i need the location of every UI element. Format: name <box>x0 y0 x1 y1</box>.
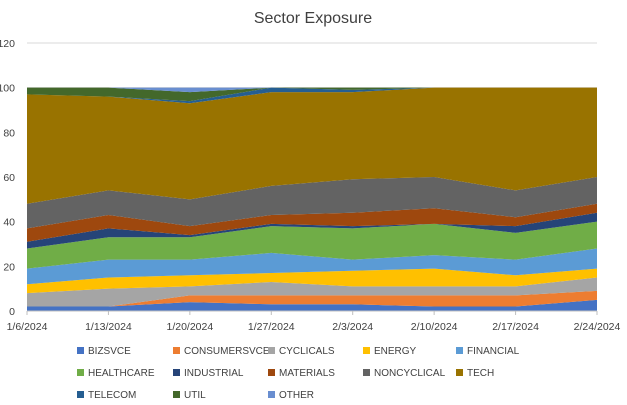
legend-label: MATERIALS <box>279 368 335 379</box>
y-tick-label: 60 <box>3 172 15 184</box>
legend-item-financial: FINANCIAL <box>456 346 520 357</box>
y-tick-label: 40 <box>3 217 15 229</box>
legend-label: CONSUMERSVCE <box>184 346 270 357</box>
y-tick-label: 20 <box>3 261 15 273</box>
area-materials <box>27 203 597 242</box>
legend-swatch <box>456 347 463 354</box>
legend-swatch <box>268 391 275 398</box>
legend-label: UTIL <box>184 390 206 401</box>
legend-swatch <box>268 347 275 354</box>
legend-label: INDUSTRIAL <box>184 368 244 379</box>
legend-swatch <box>363 369 370 376</box>
x-tick-label: 1/6/2024 <box>7 321 48 333</box>
legend-item-energy: ENERGY <box>363 346 417 357</box>
legend-item-util: UTIL <box>173 390 206 401</box>
area-other <box>27 87 597 93</box>
area-consumersvce <box>27 290 597 307</box>
legend-swatch <box>268 369 275 376</box>
legend-label: NONCYCLICAL <box>374 368 446 379</box>
legend-item-noncyclical: NONCYCLICAL <box>363 368 446 379</box>
stacked-areas <box>27 87 597 311</box>
legend-label: TELECOM <box>88 390 136 401</box>
y-axis-ticks: 0 20 40 60 80 100 120 <box>0 38 15 318</box>
area-cyclicals <box>27 277 597 307</box>
chart-title: Sector Exposure <box>254 10 372 27</box>
x-tick-label: 2/10/2024 <box>411 321 458 333</box>
legend-label: HEALTHCARE <box>88 368 155 379</box>
legend-item-materials: MATERIALS <box>268 368 335 379</box>
legend-label: TECH <box>467 368 494 379</box>
legend-swatch <box>173 347 180 354</box>
area-noncyclical <box>27 177 597 229</box>
x-tick-label: 2/3/2024 <box>332 321 373 333</box>
legend-label: BIZSVCE <box>88 346 131 357</box>
area-healthcare <box>27 221 597 269</box>
legend-item-industrial: INDUSTRIAL <box>173 368 244 379</box>
area-bizsvce <box>27 299 597 311</box>
legend-label: FINANCIAL <box>467 346 520 357</box>
legend-label: CYCLICALS <box>279 346 335 357</box>
legend-label: ENERGY <box>374 346 417 357</box>
area-telecom <box>27 87 597 104</box>
x-axis-ticks: 1/6/2024 1/13/2024 1/20/2024 1/27/2024 2/3/2… <box>7 310 621 333</box>
legend-item-bizsvce: BIZSVCE <box>77 346 131 357</box>
x-tick-label: 1/20/2024 <box>166 321 213 333</box>
legend-item-other: OTHER <box>268 390 314 401</box>
legend-swatch <box>77 391 84 398</box>
y-tick-label: 80 <box>3 127 15 139</box>
x-tick-label: 1/27/2024 <box>248 321 295 333</box>
y-tick-label: 120 <box>0 38 15 50</box>
legend-swatch <box>77 347 84 354</box>
area-energy <box>27 268 597 294</box>
legend-item-healthcare: HEALTHCARE <box>77 368 155 379</box>
legend-item-cyclicals: CYCLICALS <box>268 346 335 357</box>
y-tick-label: 100 <box>0 83 15 95</box>
legend-item-telecom: TELECOM <box>77 390 136 401</box>
area-tech <box>27 87 597 204</box>
area-util <box>27 87 597 102</box>
legend-swatch <box>173 369 180 376</box>
legend: BIZSVCE CONSUMERSVCE CYCLICALS ENERGY FINANC… <box>77 346 520 401</box>
legend-swatch <box>456 369 463 376</box>
legend-swatch <box>173 391 180 398</box>
y-tick-label: 0 <box>9 306 15 318</box>
x-tick-label: 2/17/2024 <box>492 321 539 333</box>
x-tick-label: 1/13/2024 <box>85 321 132 333</box>
area-financial <box>27 248 597 285</box>
x-tick-label: 2/24/2024 <box>574 321 621 333</box>
legend-label: OTHER <box>279 390 314 401</box>
legend-item-consumersvce: CONSUMERSVCE <box>173 346 270 357</box>
legend-item-tech: TECH <box>456 368 494 379</box>
legend-swatch <box>363 347 370 354</box>
legend-swatch <box>77 369 84 376</box>
